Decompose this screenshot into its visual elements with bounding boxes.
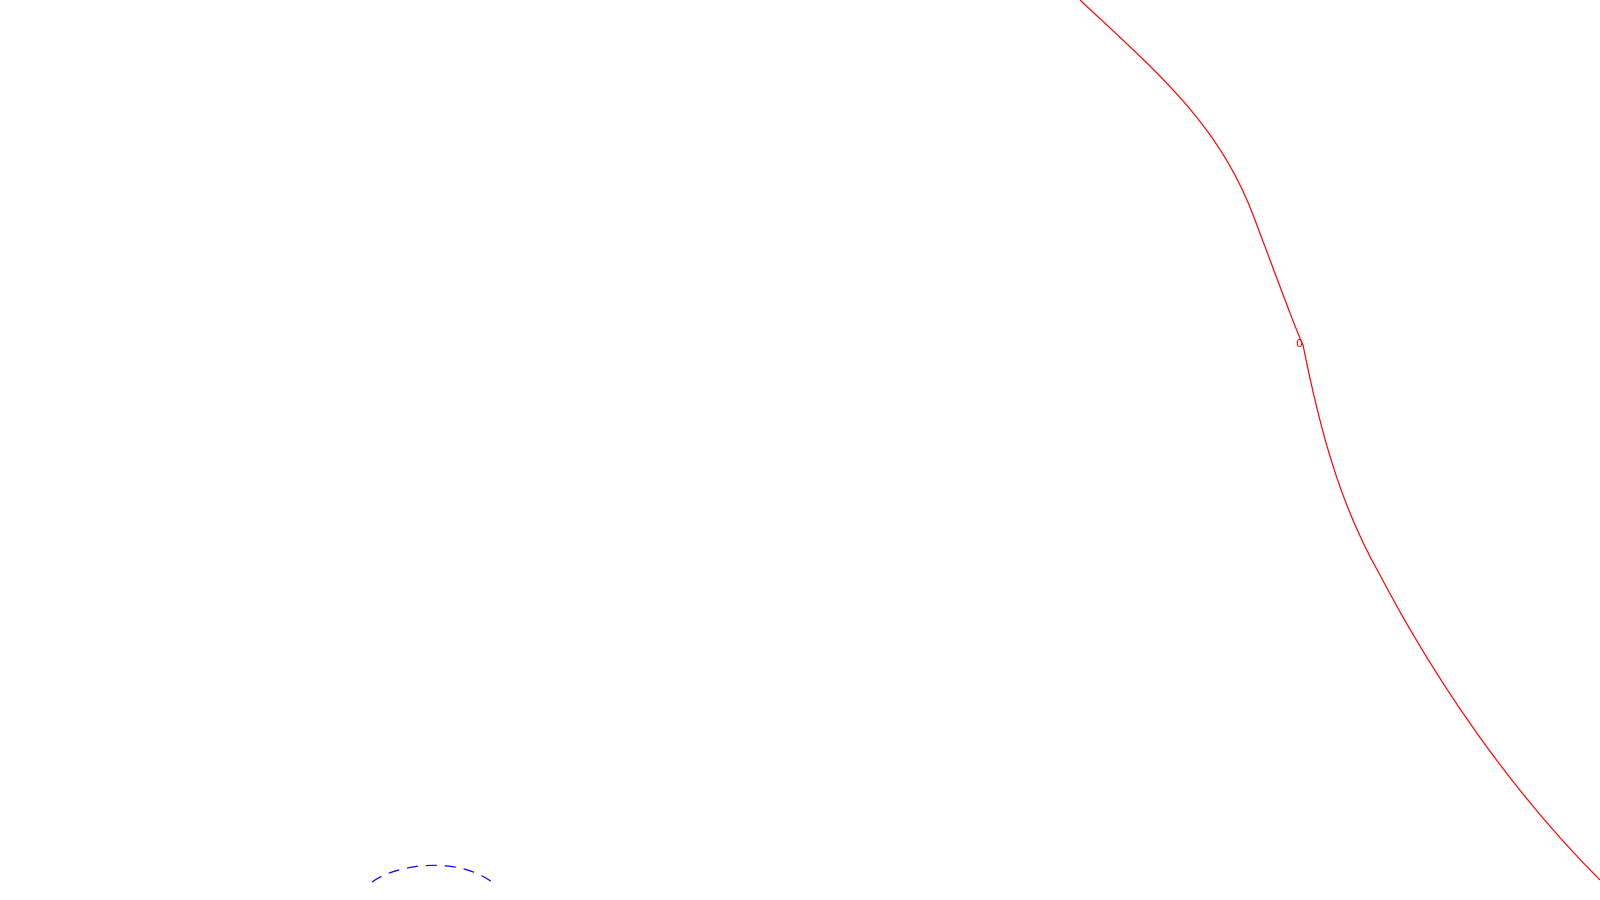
blue-dashed-arc (371, 864, 493, 883)
red-curve (1079, 0, 1600, 881)
curve-point-label: 0 (1296, 337, 1303, 350)
